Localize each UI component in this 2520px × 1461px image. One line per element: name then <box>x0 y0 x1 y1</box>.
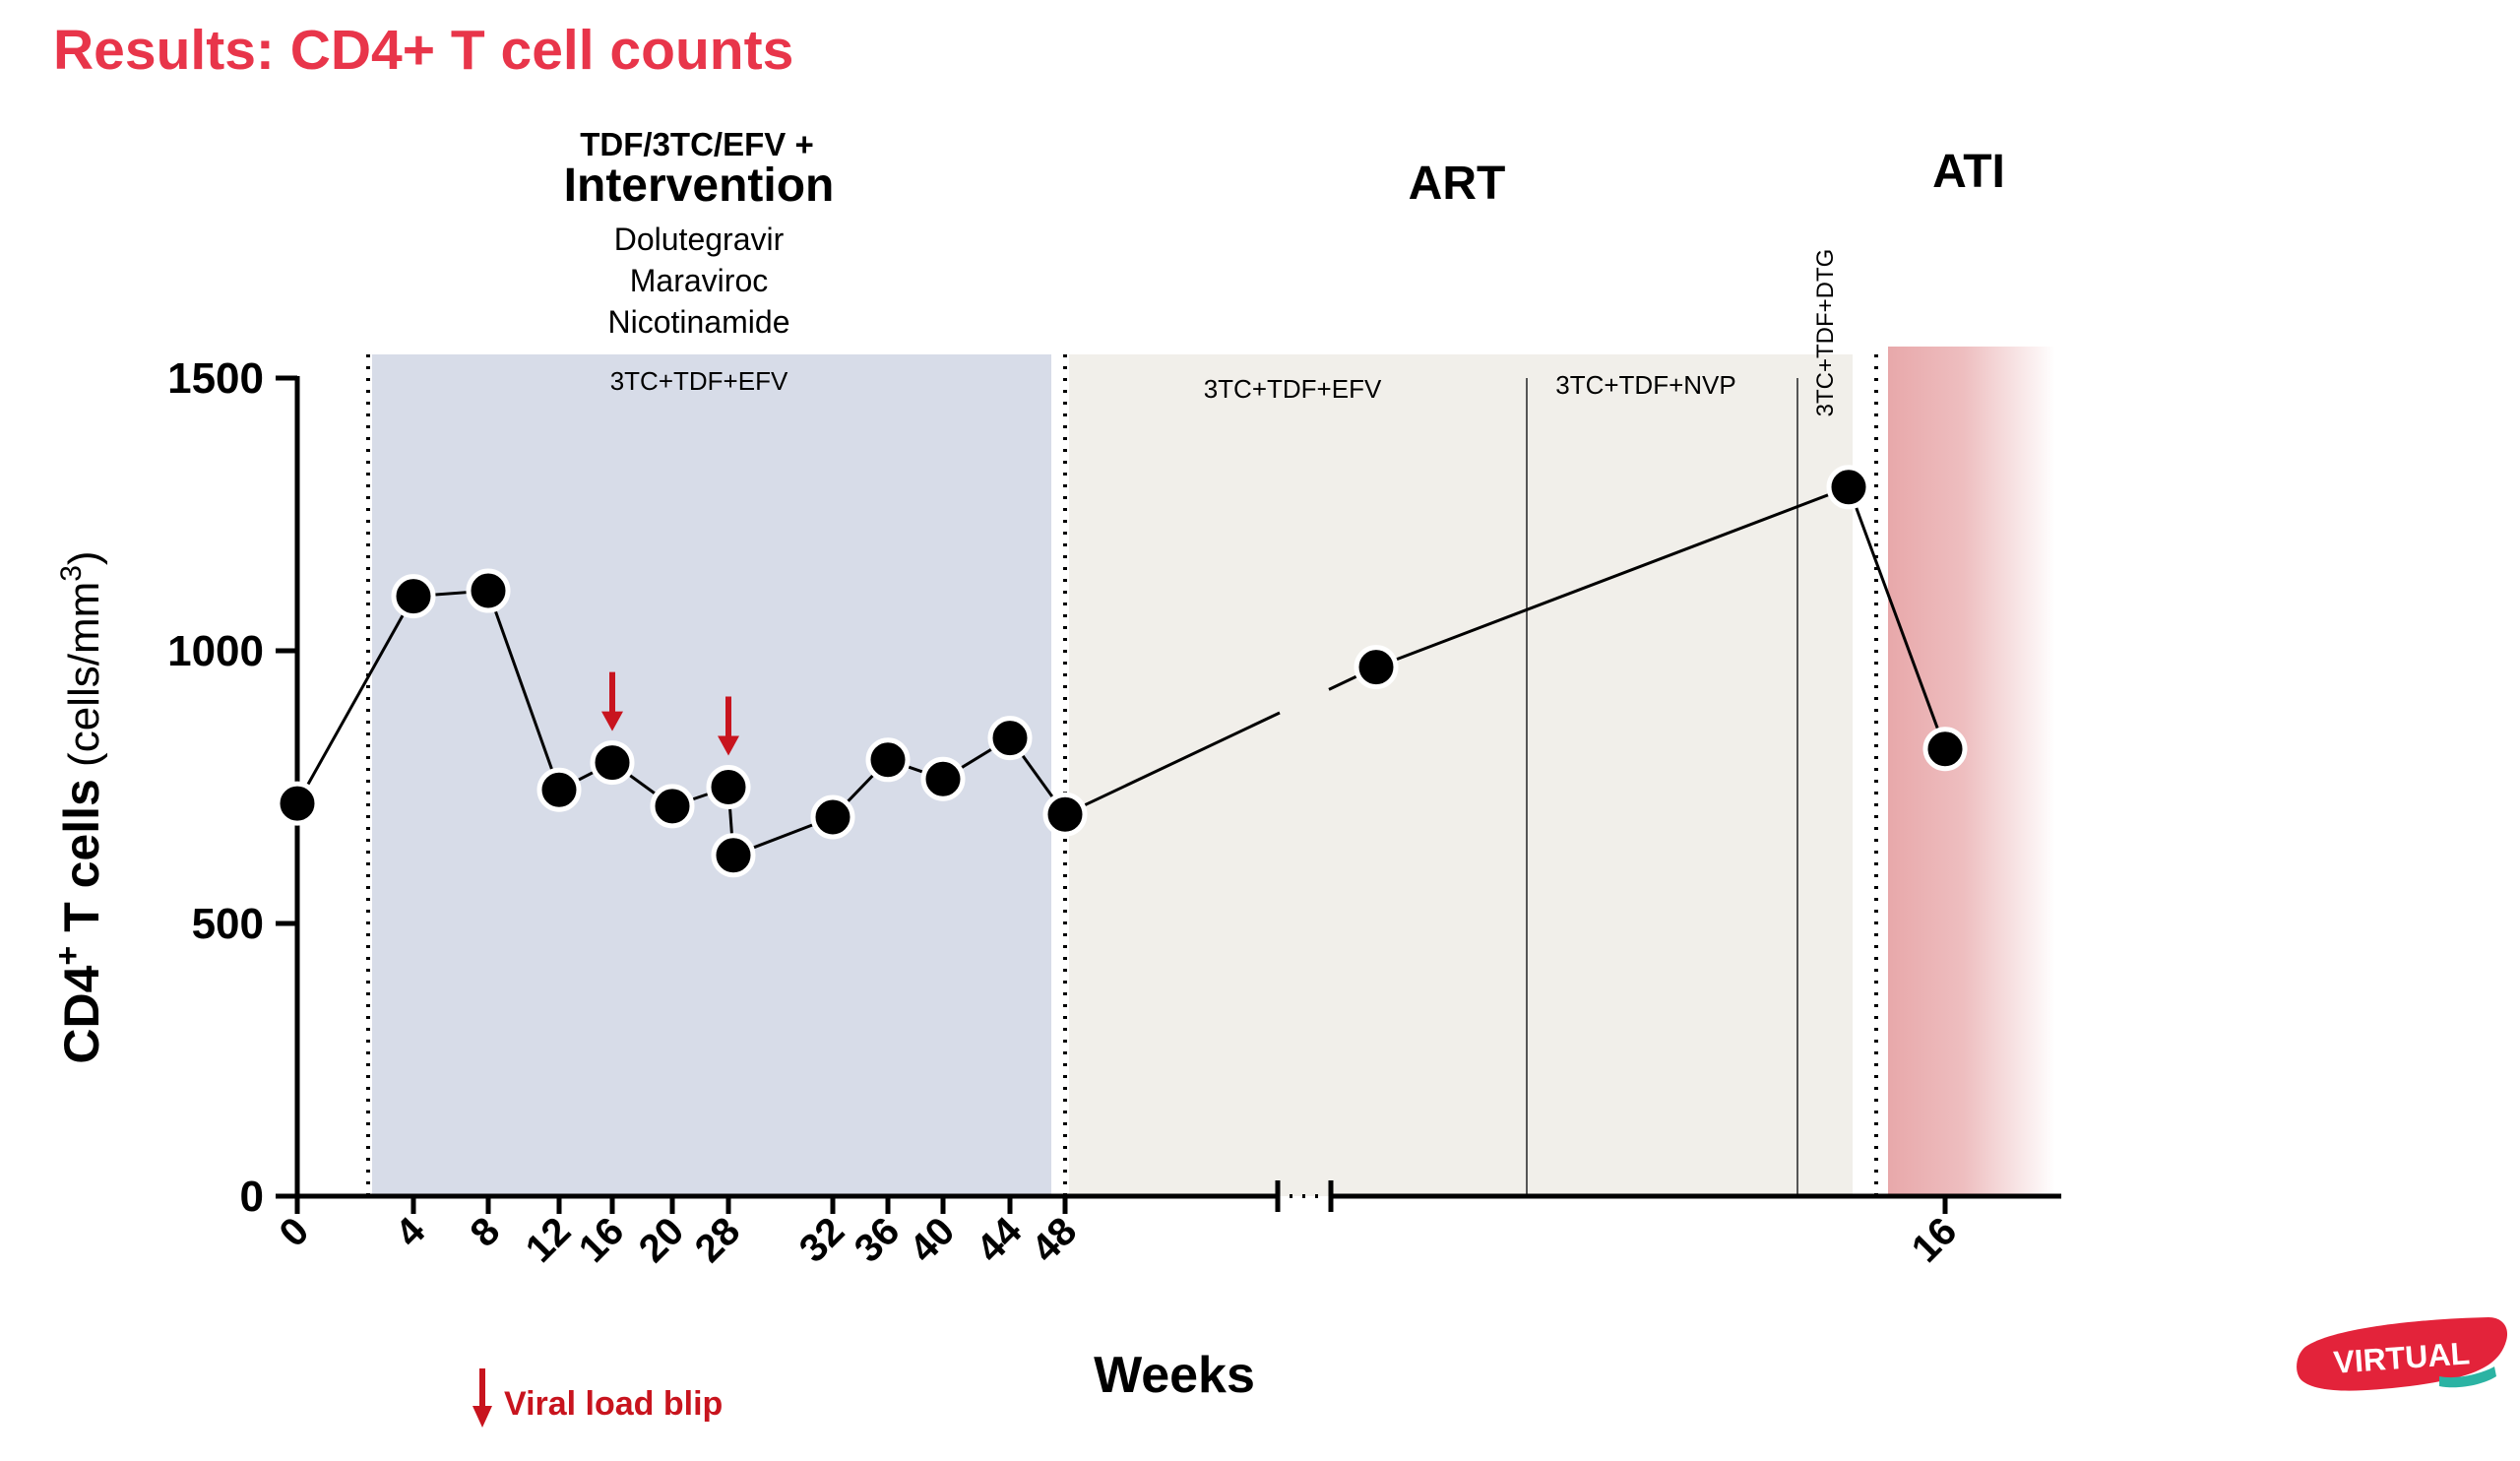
regimen-label-4: 3TC+TDF+DTG <box>1812 249 1839 417</box>
x-tick-label-1: 4 <box>388 1209 434 1255</box>
y-tick-label-1000: 1000 <box>167 627 264 675</box>
regimen-label-2: 3TC+TDF+EFV <box>1204 374 1382 404</box>
series-segment-0 <box>295 595 415 804</box>
y-tick-label-0: 0 <box>240 1173 264 1221</box>
y-tick-label-500: 500 <box>192 900 264 948</box>
virtual-logo: VIRTUAL <box>2297 1317 2508 1391</box>
viral-load-blip-arrows <box>601 671 739 756</box>
slide-title: Results: CD4+ T cell counts <box>53 19 794 82</box>
data-point-3 <box>536 767 582 812</box>
regimen-label-1: 3TC+TDF+EFV <box>610 366 788 396</box>
intervention-drug-2: Maraviroc <box>630 263 768 298</box>
x-tick-label-7: 32 <box>791 1209 853 1271</box>
data-point-11 <box>987 716 1033 761</box>
intervention-drug-1: Dolutegravir <box>614 222 785 257</box>
data-point-4 <box>590 740 635 786</box>
x-tick-label-8: 36 <box>847 1209 909 1271</box>
x-tick-label-2: 8 <box>463 1209 509 1255</box>
x-tick-label-6: 28 <box>687 1209 749 1271</box>
x-tick-label-0: 0 <box>272 1209 318 1255</box>
x-tick-label-12: 16 <box>1904 1209 1966 1271</box>
regimen-label-3: 3TC+TDF+NVP <box>1555 370 1736 400</box>
data-point-10 <box>920 756 966 801</box>
intervention-prefix-label: TDF/3TC/EFV + <box>580 126 813 162</box>
y-tick-label-1500: 1500 <box>167 354 264 403</box>
data-point-13 <box>1354 645 1399 690</box>
data-point-8 <box>810 794 855 840</box>
ati-band <box>1888 347 2055 1196</box>
intervention-label: Intervention <box>564 159 835 212</box>
legend-arrow-head <box>472 1406 492 1428</box>
legend-label: Viral load blip <box>504 1385 723 1423</box>
x-tick-label-4: 16 <box>571 1209 633 1271</box>
series-segment-13 <box>1375 485 1850 669</box>
x-tick-label-5: 20 <box>631 1209 693 1271</box>
x-axis-label: Weeks <box>1094 1347 1255 1404</box>
intervention-drug-3: Nicotinamide <box>608 304 790 340</box>
data-point-15 <box>1922 727 1968 772</box>
data-point-9 <box>865 737 911 783</box>
ati-label: ATI <box>1932 146 2005 198</box>
x-tick-label-9: 40 <box>902 1209 964 1271</box>
art-band <box>1069 354 1853 1196</box>
y-axis-ticks: 0 500 1000 1500 <box>167 354 297 1221</box>
y-axis-label: CD4+ T cells (cells/mm3) <box>49 550 109 1063</box>
data-point-2 <box>466 568 511 613</box>
blip-arrow-head-2 <box>718 735 739 756</box>
phase-dividers <box>366 354 1878 1196</box>
logo-accent <box>2439 1366 2496 1388</box>
viral-load-blip-legend: Viral load blip <box>472 1368 723 1428</box>
blip-arrow-head-1 <box>601 711 623 731</box>
x-tick-label-10: 44 <box>969 1209 1031 1271</box>
data-point-0 <box>275 781 320 826</box>
data-point-14 <box>1826 465 1871 510</box>
data-point-1 <box>391 574 436 619</box>
data-point-12 <box>1042 792 1088 837</box>
art-label: ART <box>1409 158 1506 210</box>
cd4-series-points <box>275 465 1968 878</box>
logo-brush-shape <box>2297 1317 2508 1391</box>
data-point-6 <box>706 765 751 809</box>
series-segment-14 <box>1847 486 1947 750</box>
x-tick-label-11: 48 <box>1024 1209 1086 1271</box>
data-point-7 <box>711 833 756 878</box>
data-point-5 <box>650 784 695 829</box>
series-segment-2 <box>486 590 561 791</box>
series-segment-12a <box>1064 711 1281 816</box>
